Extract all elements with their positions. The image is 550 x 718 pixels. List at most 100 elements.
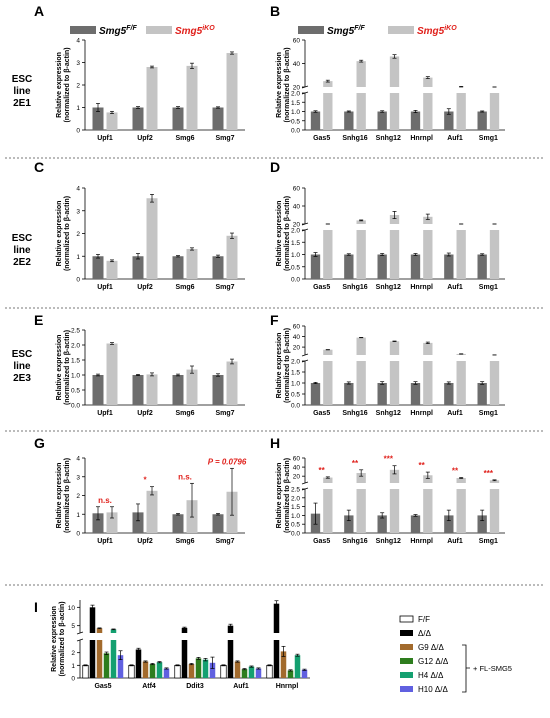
legend-sup-iko: iKO [444,25,457,32]
bar [273,603,280,678]
bar [389,56,400,131]
y-tick-label: 0 [71,676,75,683]
svg-text:Smg5F/F: Smg5F/F [99,25,137,37]
bar [344,254,354,279]
bar-break-gap [388,483,401,489]
legend-label-ff: Smg5 [327,26,355,37]
bar [323,224,333,279]
svg-text:ESC: ESC [12,233,33,244]
bar-break-gap [388,224,401,230]
significance-label: n.s. [98,496,112,505]
bar-break-gap [88,633,97,640]
bar [142,661,149,678]
axis-break-mark [301,353,309,357]
x-tick-label: Snhg16 [342,538,367,545]
x-tick-label: Snhg16 [342,284,367,291]
svg-text:ESC: ESC [12,349,33,360]
y-tick-label: 60 [293,324,301,331]
bar [389,341,400,405]
bar [477,254,487,279]
bar [212,256,224,279]
svg-text:F/F: F/F [418,615,430,624]
y-axis-label: (normalized to β-actin) [284,47,291,122]
x-tick-label: Ddit3 [186,683,204,690]
panel-f: 0.0 0.5 1.0 1.5 2.0 20 40 60 Relative expression… [276,324,505,417]
legend-left: Smg5F/F Smg5iKO [70,25,215,37]
legend-sup-ff: F/F [354,25,365,32]
svg-text:2E1: 2E1 [13,98,31,109]
bar-break-gap [226,633,235,640]
bar [89,607,96,678]
panel-i: 0 1 2 5 10 Relative expression (normalized to … [51,600,310,690]
significance-label: ** [352,459,359,468]
bar [310,111,321,130]
y-tick-label: 2.0 [71,343,80,350]
legend-swatch-iko [388,26,414,34]
row-label-2e1: ESC line 2E1 [12,74,33,109]
x-tick-label: Upf1 [97,284,113,291]
x-tick-label: Smg1 [479,538,498,545]
legend-swatch-i-1 [400,630,413,636]
fl-smg5-bracket [462,644,470,693]
bar [146,490,158,533]
y-tick-label: 2.0 [291,359,300,366]
significance-label: ** [452,467,459,476]
bar [132,375,144,405]
bar [423,77,433,130]
bar [92,513,104,533]
svg-text:2E2: 2E2 [13,257,31,268]
bar-break-gap [455,87,467,93]
bar [344,383,354,405]
axis-break-mark [301,481,309,485]
svg-text:H10 Δ/Δ: H10 Δ/Δ [418,685,448,694]
bar [477,111,487,130]
x-tick-label: Gas5 [313,410,330,417]
y-tick-label: 3 [76,474,80,481]
x-tick-label: Smg7 [215,135,234,142]
bar [241,669,248,678]
y-axis-label: (normalized to β-actin) [284,196,291,271]
bar-break-gap [355,355,367,361]
y-tick-label: 1 [76,512,80,519]
bar [356,337,366,405]
y-tick-label: 1.5 [291,240,300,247]
x-tick-label: Snhg12 [376,284,401,291]
y-tick-label: 0.0 [291,531,300,538]
x-tick-label: Hnrnpl [410,410,433,417]
y-tick-label: 0.5 [71,388,80,395]
bar [146,67,158,130]
x-tick-label: Auf1 [447,538,463,545]
bar-break-gap [455,483,467,489]
panel-letter-g: G [34,435,45,451]
x-tick-label: Upf1 [97,135,113,142]
x-tick-label: Upf2 [137,135,153,142]
bar [202,659,209,678]
x-tick-label: Smg1 [479,410,498,417]
x-tick-label: Auf1 [447,284,463,291]
bar [172,514,184,533]
bar [209,662,216,678]
bar [456,478,466,533]
bar-break-gap [488,355,501,361]
bar [212,514,224,533]
panel-h: 0.0 0.5 1.0 1.5 2.02.5 20 40 60 Relative express… [276,455,505,545]
y-tick-label: 0.5 [291,118,300,125]
bar [344,515,354,533]
bar [172,375,184,405]
legend-swatch-i-4 [400,672,413,678]
y-tick-label: 40 [293,334,301,341]
bar [377,515,387,533]
panel-d: 0.0 0.5 1.0 1.5 2.020 40 60 Relative expression… [276,186,505,291]
bar [489,480,500,533]
bar [132,107,144,130]
bar-break-gap [455,355,467,361]
svg-text:H4 Δ/Δ: H4 Δ/Δ [418,671,444,680]
x-tick-label: Hnrnpl [410,538,433,545]
y-axis-label: Relative expression [56,335,63,401]
y-tick-label: 4 [76,456,80,463]
y-tick-label: 1.0 [291,513,300,520]
bar [410,111,421,130]
bar [410,515,421,533]
bar [132,256,144,279]
